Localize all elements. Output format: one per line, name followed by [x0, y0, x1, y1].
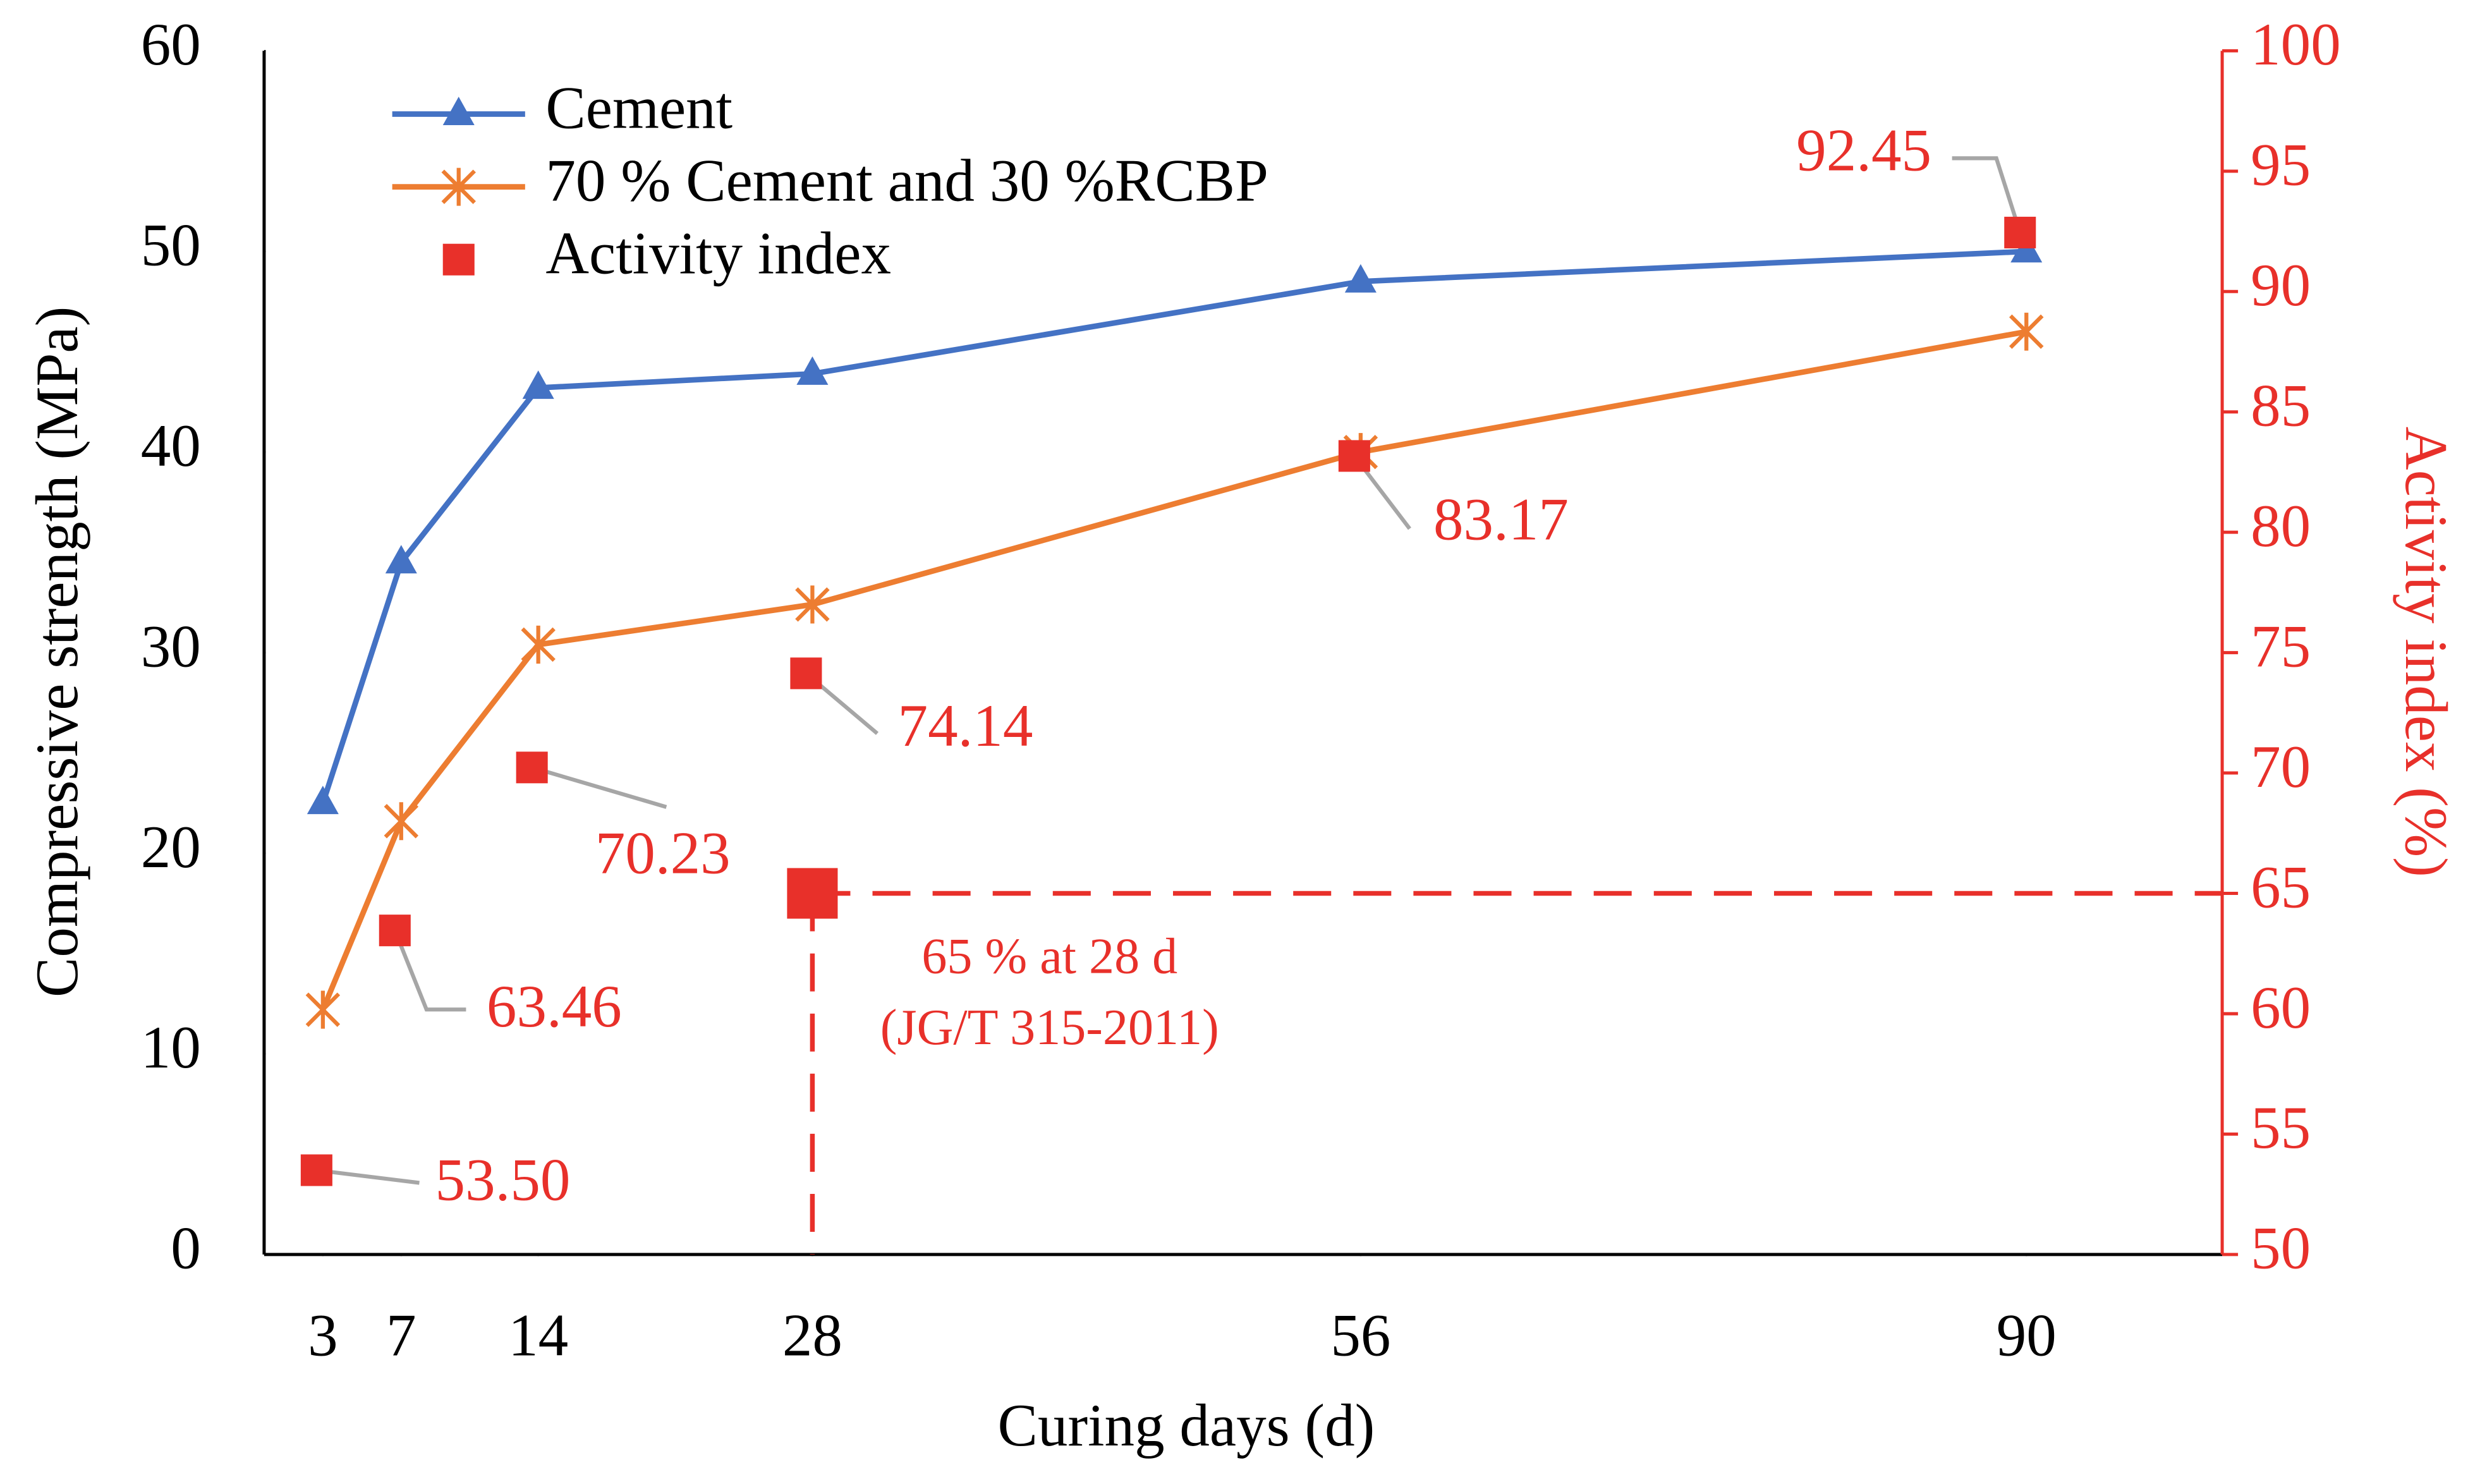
threshold-label: (JG/T 315-2011): [880, 1000, 1219, 1055]
legend-marker: [441, 167, 476, 206]
x-tick-label: 3: [308, 1301, 338, 1368]
y2-tick-label: 80: [2251, 492, 2311, 559]
data-label: 74.14: [898, 692, 1033, 759]
y-tick-label: 60: [141, 11, 201, 78]
x-tick-label: 56: [1330, 1301, 1390, 1368]
x-axis-title: Curing days (d): [998, 1392, 1375, 1459]
data-label: 83.17: [1433, 485, 1569, 552]
y-tick-label: 40: [141, 412, 201, 479]
point: [385, 545, 417, 574]
series-line: [320, 329, 2027, 1011]
legend-label: Cement: [545, 74, 732, 141]
data-label: 92.45: [1796, 117, 1931, 184]
y2-tick-label: 95: [2251, 131, 2311, 198]
y2-tick-label: 85: [2251, 372, 2311, 439]
point: [796, 356, 829, 385]
point: [384, 802, 419, 841]
legend-label: Activity index: [545, 220, 891, 287]
leader-line: [1952, 156, 2022, 233]
y2-tick-label: 50: [2251, 1215, 2311, 1282]
y-axis-title: Compressive strength (MPa): [23, 307, 90, 997]
point: [379, 915, 411, 947]
series-line: [320, 248, 2027, 805]
leader-line: [392, 929, 466, 1012]
threshold-point: [787, 868, 838, 919]
x-tick-label: 14: [508, 1301, 568, 1368]
y2-axis-title: Activity index (%): [2393, 427, 2460, 877]
point: [300, 1154, 332, 1186]
y2-tick-label: 55: [2251, 1094, 2311, 1161]
y-tick-label: 30: [141, 612, 201, 679]
y-tick-label: 20: [141, 813, 201, 880]
leader-line: [531, 765, 667, 809]
y2-tick-label: 75: [2251, 612, 2311, 679]
y-tick-label: 0: [171, 1215, 201, 1282]
point: [790, 657, 822, 690]
x-tick-label: 28: [782, 1301, 842, 1368]
x-tick-label: 90: [1997, 1301, 2057, 1368]
y2-tick-label: 60: [2251, 974, 2311, 1041]
threshold-label: 65 % at 28 d: [921, 928, 1177, 984]
point: [1344, 264, 1377, 293]
y-tick-label: 50: [141, 212, 201, 279]
legend-label: 70 % Cement and 30 %RCBP: [545, 147, 1268, 214]
point: [522, 370, 554, 399]
x-tick-label: 7: [386, 1301, 416, 1368]
leader-line: [316, 1168, 420, 1185]
point: [2009, 312, 2044, 351]
y2-tick-label: 90: [2251, 252, 2311, 319]
y2-tick-label: 70: [2251, 733, 2311, 800]
data-label: 63.46: [487, 973, 622, 1040]
point: [305, 990, 341, 1029]
point: [307, 786, 339, 815]
legend-marker: [442, 243, 475, 276]
y-tick-label: 10: [141, 1014, 201, 1081]
point: [1338, 440, 1370, 472]
point: [521, 625, 556, 664]
legend-marker: [442, 96, 475, 126]
point: [516, 751, 548, 784]
y2-tick-label: 65: [2251, 853, 2311, 920]
point: [795, 585, 830, 624]
y2-tick-label: 100: [2251, 11, 2341, 78]
point: [2004, 216, 2036, 248]
data-label: 53.50: [435, 1146, 571, 1213]
data-label: 70.23: [595, 819, 731, 886]
